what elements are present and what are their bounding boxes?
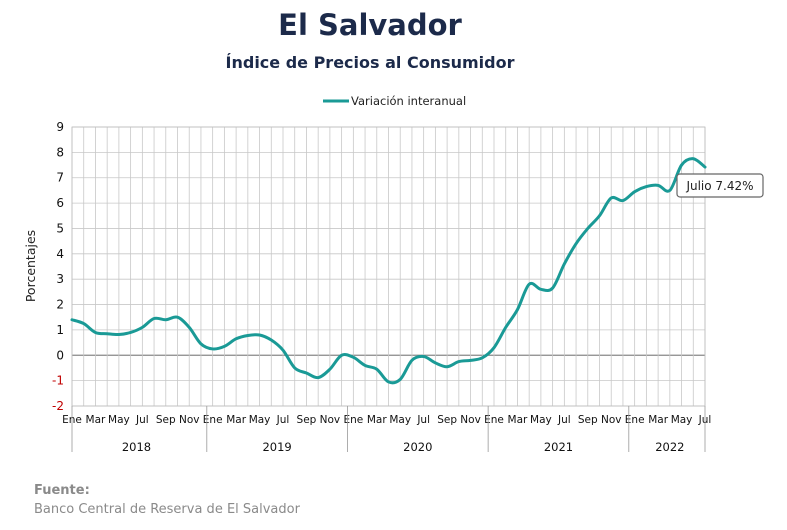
x-tick-label: Mar	[86, 414, 106, 426]
y-tick-label: 0	[56, 348, 64, 362]
x-tick-label: May	[671, 414, 693, 426]
y-tick-label: 9	[56, 120, 64, 134]
annotation: Julio 7.42%	[676, 173, 764, 198]
x-tick-label: Nov	[601, 414, 622, 426]
year-label: 2022	[655, 440, 684, 454]
x-tick-label: Sep	[578, 414, 598, 426]
x-tick-label: Ene	[484, 414, 504, 426]
year-label: 2021	[544, 440, 573, 454]
x-tick-label: Jul	[416, 414, 430, 426]
annotation-box	[676, 173, 764, 198]
x-tick-label: Jul	[276, 414, 290, 426]
x-tick-label: Sep	[156, 414, 176, 426]
y-tick-label: -1	[52, 374, 64, 388]
legend-label: Variación interanual	[351, 94, 466, 108]
y-tick-label: 1	[56, 323, 64, 337]
legend: Variación interanual	[323, 94, 466, 108]
x-tick-label: Mar	[508, 414, 528, 426]
chart-subtitle: Índice de Precios al Consumidor	[225, 53, 515, 72]
y-tick-label: 4	[56, 247, 64, 261]
y-axis-ticks: -2 -1 0 1 2 3 4 5 6 7 8 9	[52, 120, 64, 413]
source-label: Fuente:	[34, 483, 90, 498]
series-line	[70, 157, 707, 385]
y-tick-label: 5	[56, 221, 64, 235]
y-tick-label: 2	[56, 298, 64, 312]
y-tick-label: 6	[56, 196, 64, 210]
annotation-label: Julio 7.42%	[685, 179, 753, 193]
y-tick-label: -2	[52, 399, 64, 413]
x-axis: Ene Mar May Jul Sep Nov Ene Mar May Jul Sep Nov Ene M…	[62, 406, 711, 454]
chart-title: El Salvador	[278, 8, 462, 42]
x-tick-label: Nov	[460, 414, 481, 426]
x-tick-label: Mar	[226, 414, 246, 426]
grid-lines	[71, 126, 706, 407]
x-tick-label: Jul	[135, 414, 149, 426]
x-tick-label: Ene	[343, 414, 363, 426]
x-tick-label: Ene	[203, 414, 223, 426]
x-tick-label: Jul	[557, 414, 571, 426]
year-label: 2020	[403, 440, 432, 454]
x-tick-label: Sep	[437, 414, 457, 426]
y-tick-label: 7	[56, 171, 64, 185]
plot-area	[71, 126, 706, 407]
y-axis-label: Porcentajes	[23, 230, 38, 302]
x-tick-label: Jul	[698, 414, 712, 426]
y-tick-label: 8	[56, 145, 64, 159]
year-label: 2019	[262, 440, 291, 454]
x-tick-label: Nov	[179, 414, 200, 426]
x-tick-label: Sep	[297, 414, 317, 426]
x-tick-label: Mar	[367, 414, 387, 426]
x-tick-label: Ene	[625, 414, 645, 426]
x-tick-label: May	[530, 414, 552, 426]
source-text: Banco Central de Reserva de El Salvador	[34, 502, 300, 517]
x-tick-label: Mar	[648, 414, 668, 426]
year-label: 2018	[122, 440, 151, 454]
x-tick-label: Nov	[320, 414, 341, 426]
x-tick-label: May	[389, 414, 411, 426]
x-tick-label: May	[249, 414, 271, 426]
series-group	[70, 157, 707, 385]
y-tick-label: 3	[56, 272, 64, 286]
x-tick-label: May	[108, 414, 130, 426]
